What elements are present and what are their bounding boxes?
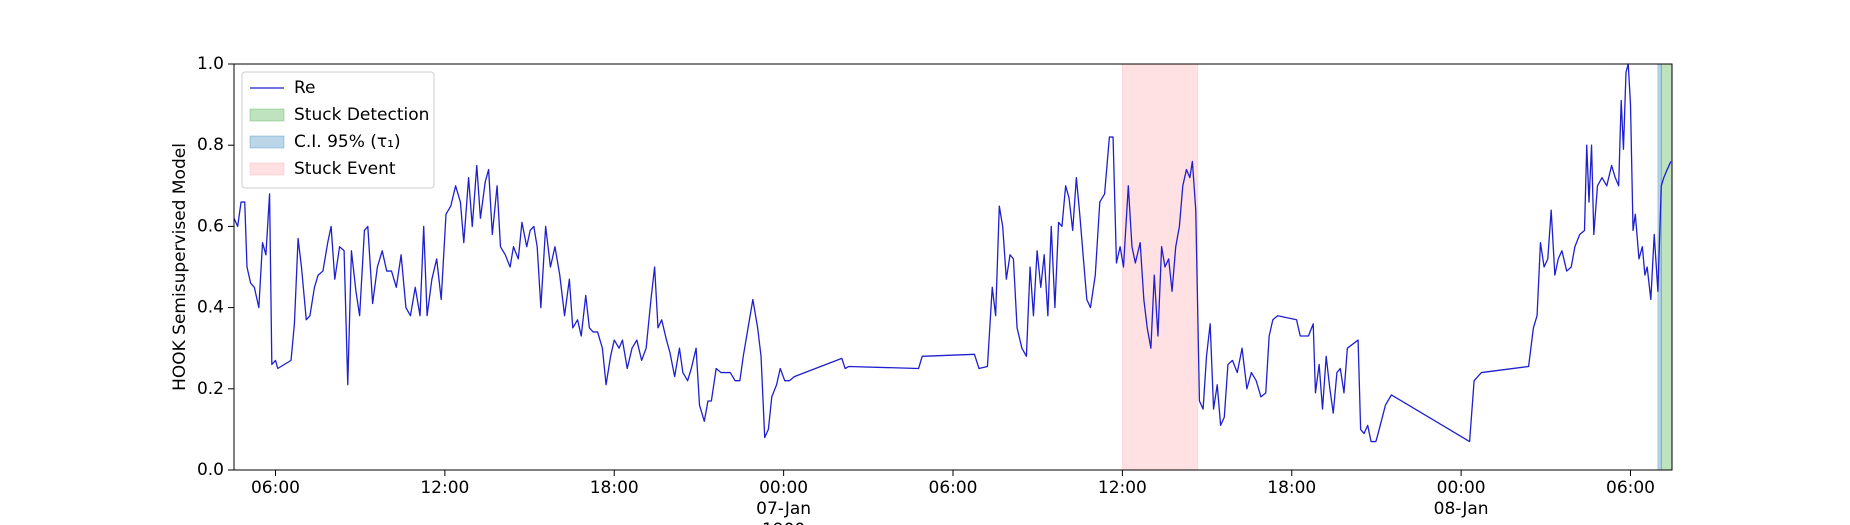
axes-frame bbox=[233, 63, 1673, 471]
x-tick-label: 00:00 08-Jan bbox=[1433, 478, 1489, 519]
y-axis-label: HOOK Semisupervised Model bbox=[170, 143, 190, 391]
y-tick-label: 0.0 bbox=[197, 460, 224, 480]
legend-label: Stuck Detection bbox=[294, 105, 429, 125]
x-tick-label: 00:00 07-Jan 1900 bbox=[756, 478, 812, 525]
x-tick-label: 06:00 bbox=[928, 478, 978, 498]
x-tick-label: 12:00 bbox=[420, 478, 470, 498]
y-tick-label: 0.8 bbox=[197, 135, 224, 155]
x-tick-label: 18:00 bbox=[589, 478, 639, 498]
x-tick-label: 12:00 bbox=[1097, 478, 1147, 498]
legend-frame bbox=[241, 71, 435, 189]
y-tick-label: 0.2 bbox=[197, 379, 224, 399]
span bbox=[1121, 63, 1199, 471]
y-tick-label: 0.4 bbox=[197, 298, 224, 318]
y-tick-label: 0.6 bbox=[197, 216, 224, 236]
x-tick-label: 18:00 bbox=[1267, 478, 1317, 498]
line bbox=[233, 63, 1672, 443]
x-tick-label: 06:00 bbox=[1606, 478, 1655, 498]
legend-label: Stuck Event bbox=[294, 159, 396, 179]
legend-patch bbox=[249, 135, 285, 149]
span bbox=[1660, 63, 1673, 471]
legend-label: Re bbox=[294, 78, 316, 98]
legend-label: C.I. 95% (τ₁) bbox=[294, 132, 401, 152]
legend-patch bbox=[249, 108, 285, 122]
legend: Re Stuck Detection C.I. 95% (τ₁) Stuck Even… bbox=[241, 71, 435, 189]
y-tick-label: 1.0 bbox=[197, 54, 224, 74]
x-tick-label: 06:00 bbox=[250, 478, 300, 498]
legend-patch bbox=[249, 162, 285, 176]
